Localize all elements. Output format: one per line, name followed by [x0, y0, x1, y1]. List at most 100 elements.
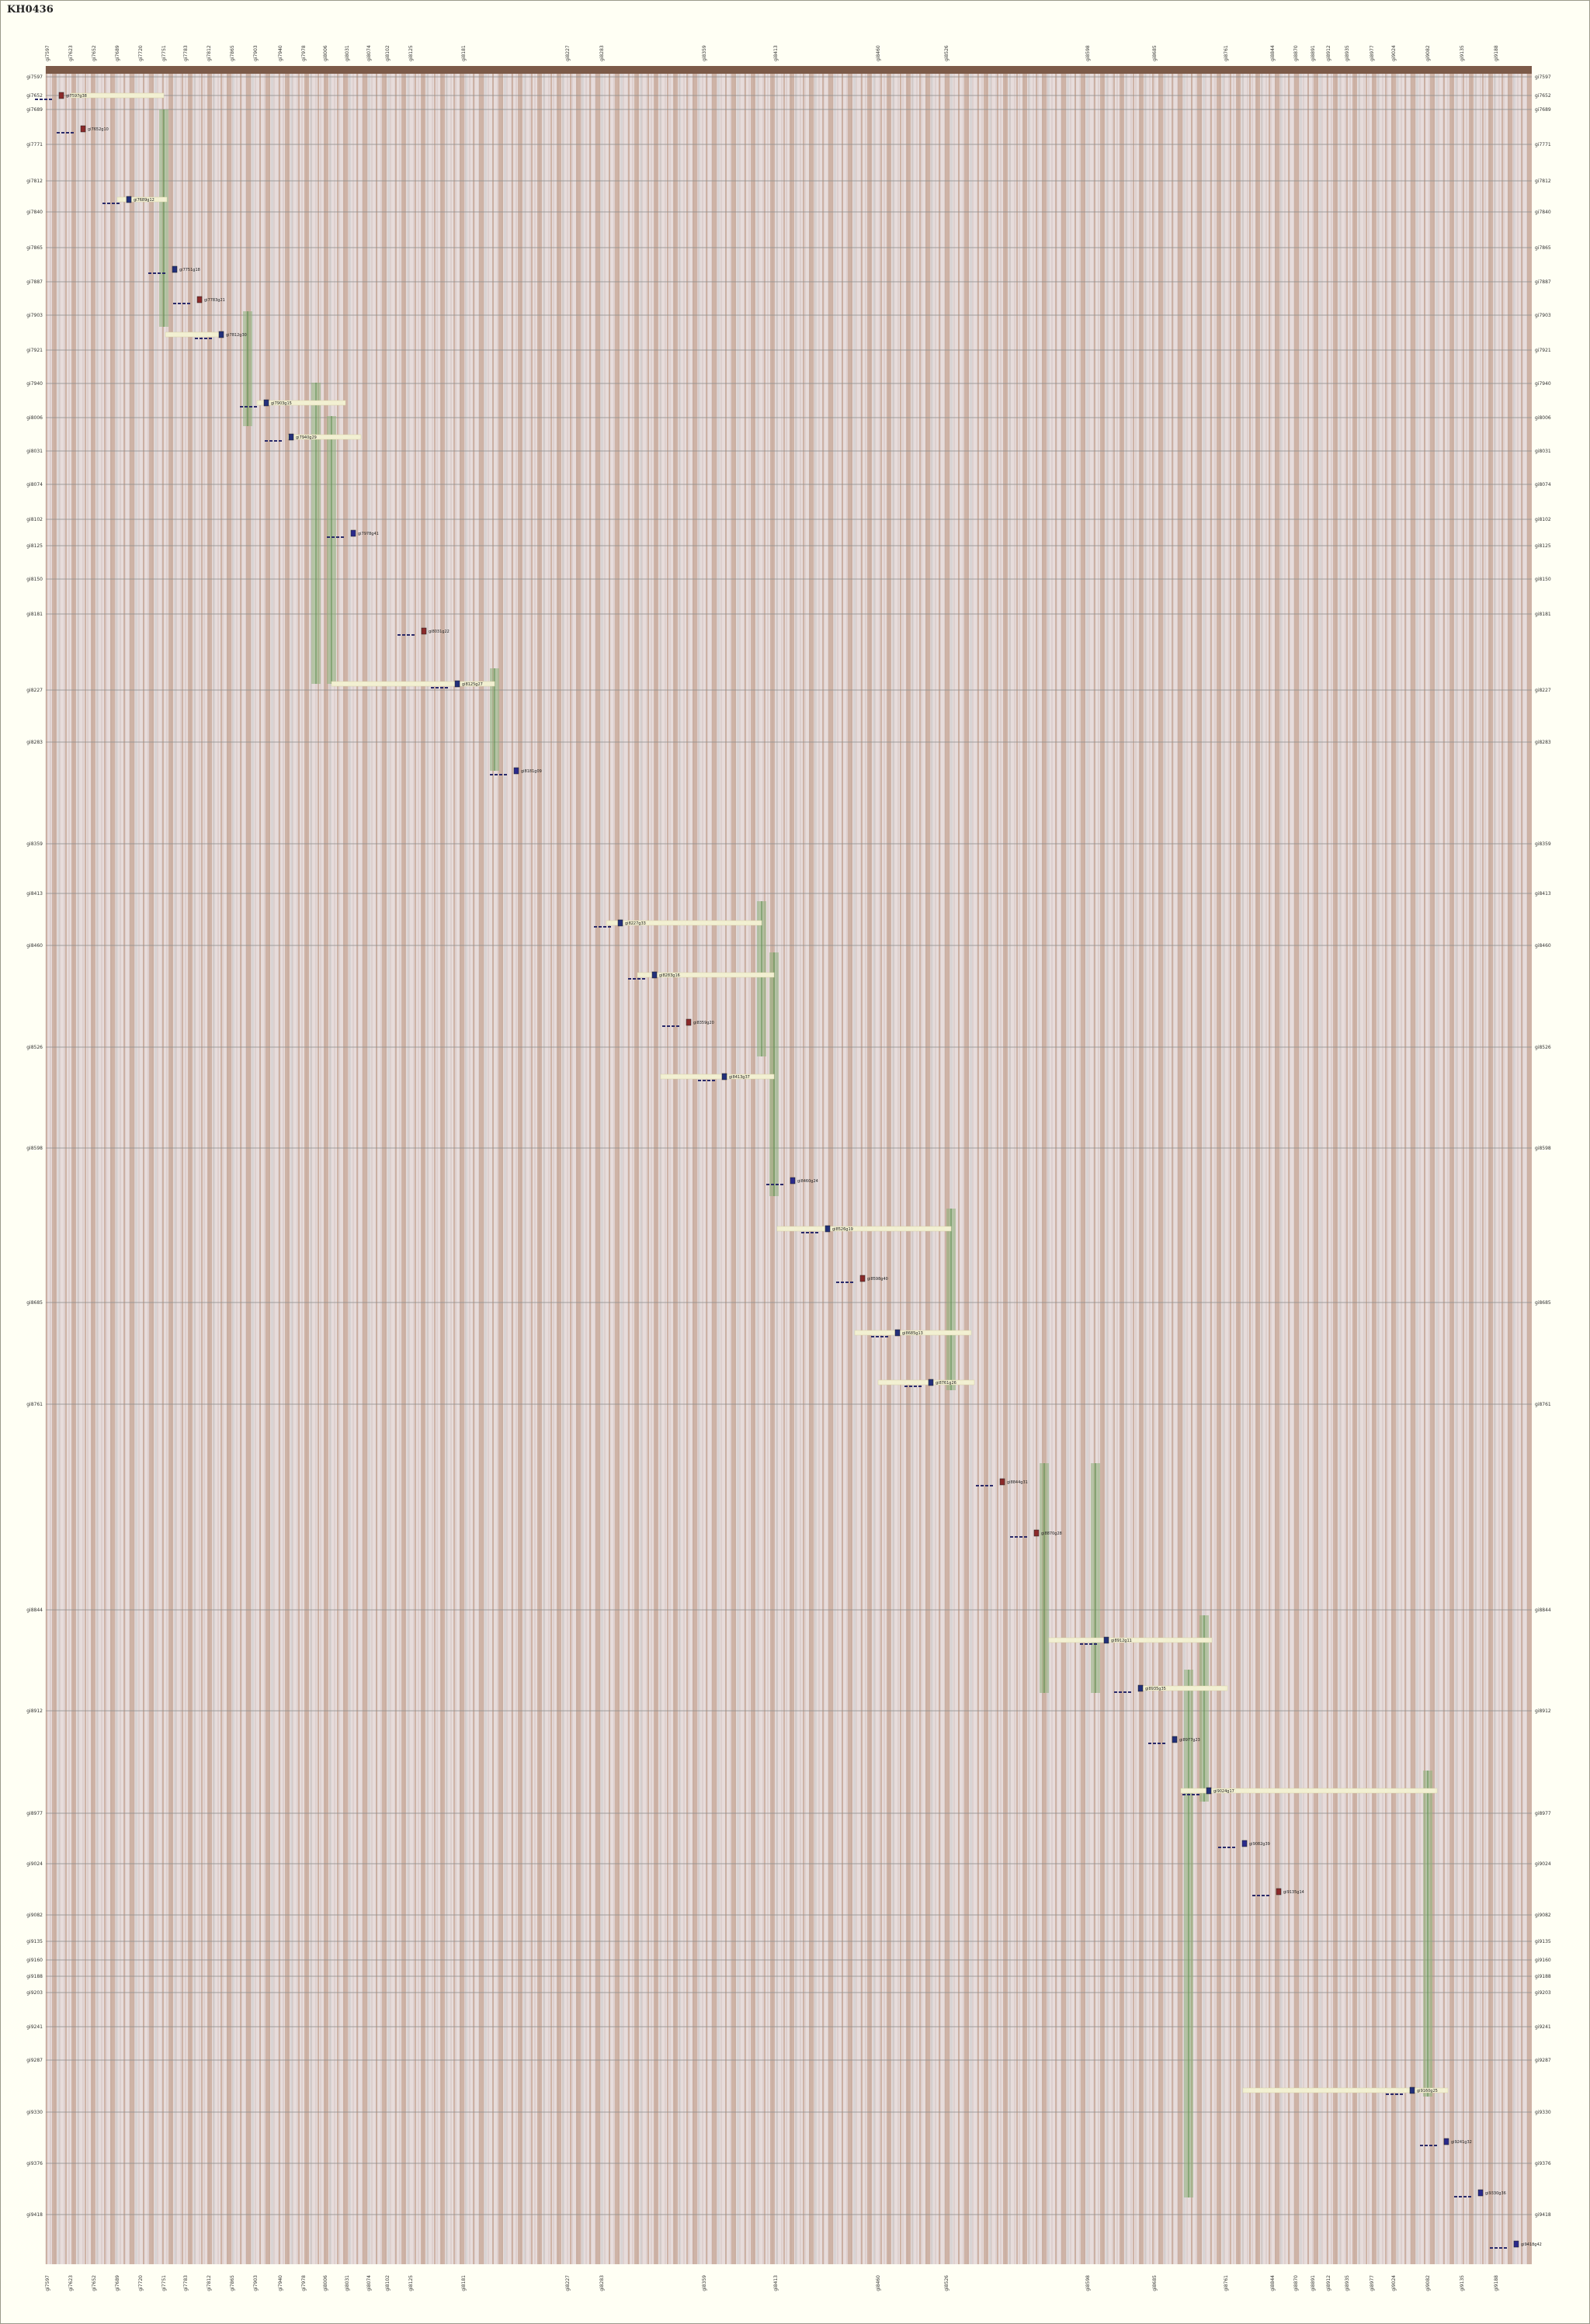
band-stripe: [201, 66, 203, 2264]
band-stripe: [395, 66, 397, 2264]
lane-label-left: gi8413: [26, 891, 43, 897]
band-stripe: [565, 66, 569, 2264]
span-bar: [331, 681, 495, 687]
band-stripe: [693, 66, 697, 2264]
node-marker: [1443, 2138, 1449, 2145]
band-stripe: [149, 66, 154, 2264]
band-stripe: [1183, 66, 1186, 2264]
band-stripe: [1314, 66, 1318, 2264]
band-stripe: [216, 66, 220, 2264]
lane-label-left: gi7840: [26, 210, 43, 215]
band-stripe: [1271, 66, 1274, 2264]
marker-label-top: gi7865: [230, 45, 235, 61]
band-stripe: [232, 66, 234, 2264]
band-stripe: [737, 66, 739, 2264]
band-stripe: [227, 66, 231, 2264]
marker-label-bottom: gi7689: [115, 2275, 120, 2291]
band-stripe: [818, 66, 821, 2264]
node-label: gi7689g12: [134, 198, 154, 203]
band-stripe: [686, 66, 688, 2264]
band-stripe: [242, 66, 245, 2264]
band-stripe: [1096, 66, 1099, 2264]
band-stripe: [401, 66, 406, 2264]
band-stripe: [65, 66, 67, 2264]
band-stripe: [48, 66, 51, 2264]
band-stripe: [659, 66, 661, 2264]
band-stripe: [856, 66, 860, 2264]
band-stripe: [99, 66, 103, 2264]
node-tick: [871, 1336, 874, 1337]
lane-label-left: gi9082: [26, 1913, 43, 1918]
marker-label-top: gi8460: [876, 45, 881, 61]
node-label: gi8844g31: [1007, 1480, 1028, 1485]
band-stripe: [1152, 66, 1154, 2264]
marker-label-top: gi8844: [1270, 45, 1276, 61]
span-bar: [637, 972, 775, 978]
band-stripe: [589, 66, 591, 2264]
node-tick: [1085, 1643, 1088, 1645]
band-stripe: [130, 66, 134, 2264]
band-stripe: [193, 66, 196, 2264]
marker-label-bottom: gi8526: [944, 2275, 949, 2291]
band-stripe: [349, 66, 351, 2264]
node-tick: [245, 406, 248, 408]
band-stripe: [368, 66, 370, 2264]
lane-label-left: gi7903: [26, 313, 43, 318]
lane-label-right: gi7865: [1535, 245, 1551, 251]
band-stripe: [279, 66, 280, 2264]
band-stripe: [970, 66, 972, 2264]
band-stripe: [1133, 66, 1134, 2264]
band-stripe: [1113, 66, 1115, 2264]
marker-label-top: gi8125: [408, 45, 414, 61]
node-label: gi7652g10: [88, 127, 109, 132]
band-stripe: [572, 66, 575, 2264]
lane-label-right: gi9203: [1535, 1990, 1551, 1996]
span-bar: [70, 92, 165, 99]
band-stripe: [1042, 66, 1047, 2264]
band-stripe: [853, 66, 856, 2264]
band-stripe: [997, 66, 998, 2264]
band-stripe: [1521, 66, 1522, 2264]
band-stripe: [523, 66, 526, 2264]
lane-label-right: gi8125: [1535, 543, 1551, 549]
band-stripe: [783, 66, 785, 2264]
band-stripe: [196, 66, 200, 2264]
lane-label-left: gi8150: [26, 577, 43, 582]
band-stripe: [252, 66, 254, 2264]
node-marker: [651, 971, 658, 979]
lane-label-left: gi8460: [26, 943, 43, 949]
node-tick: [603, 926, 606, 928]
band-stripe: [759, 66, 763, 2264]
band-stripe: [1385, 66, 1387, 2264]
node-tick: [836, 1282, 839, 1283]
marker-label-top: gi7751: [161, 45, 167, 61]
band-stripe: [553, 66, 556, 2264]
band-stripe: [1019, 66, 1022, 2264]
node-tick: [209, 338, 212, 339]
band-stripe: [964, 66, 969, 2264]
band-stripe: [727, 66, 731, 2264]
band-stripe: [1178, 66, 1182, 2264]
band-stripe: [203, 66, 207, 2264]
band-stripe: [531, 66, 533, 2264]
node-tick: [57, 132, 60, 134]
node-label: gi8870g28: [1041, 1531, 1062, 1536]
band-stripe: [168, 66, 173, 2264]
node-tick: [182, 303, 186, 304]
band-stripe: [931, 66, 933, 2264]
node-tick: [771, 1184, 774, 1185]
band-stripe: [298, 66, 300, 2264]
lane-label-right: gi8460: [1535, 943, 1551, 949]
band-stripe: [1144, 66, 1147, 2264]
band-stripe: [1047, 66, 1050, 2264]
lane-label-left: gi8006: [26, 415, 43, 421]
node-tick: [1187, 1794, 1190, 1795]
node-label: gi8227g33: [625, 921, 646, 926]
marker-label-top: gi8891: [1311, 45, 1316, 61]
band-stripe: [576, 66, 581, 2264]
band-stripe: [911, 66, 914, 2264]
node-marker: [1477, 2189, 1484, 2197]
marker-label-top: gi8526: [944, 45, 949, 61]
band-stripe: [473, 66, 474, 2264]
node-tick: [599, 926, 602, 928]
